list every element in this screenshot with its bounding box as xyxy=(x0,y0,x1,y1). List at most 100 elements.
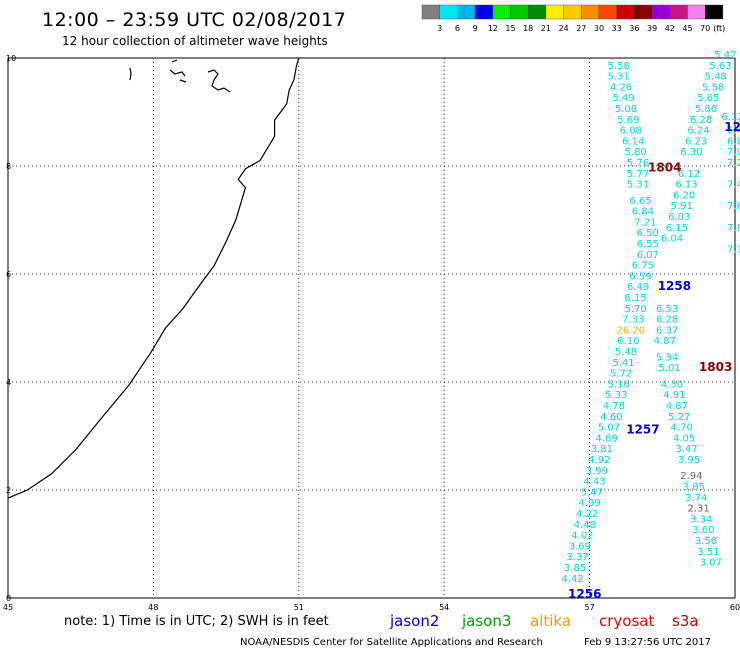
colorbar-tick-label: 42 xyxy=(665,24,675,33)
wave-height-value: 4.87 xyxy=(654,336,676,347)
colorbar-swatch xyxy=(528,4,547,20)
wave-height-value: 7.0 xyxy=(727,147,740,158)
wave-height-value: 3.47 xyxy=(675,444,697,455)
colorbar-tick-label: 3 xyxy=(437,24,442,33)
wave-height-value: 3.95 xyxy=(678,455,700,466)
x-tick-label: 45 xyxy=(3,603,13,612)
colorbar-swatch xyxy=(563,4,582,20)
colorbar-tick-label: 18 xyxy=(523,24,533,33)
wave-height-value: 6.50 xyxy=(637,228,659,239)
legend-satellite-cryosat: cryosat xyxy=(599,612,654,630)
wave-height-value: 5.58 xyxy=(702,82,724,93)
wave-height-value: 3.56 xyxy=(695,536,717,547)
wave-height-value: 2.94 xyxy=(680,471,702,482)
colorbar-tick-label: 24 xyxy=(559,24,569,33)
wave-height-value: 6.20 xyxy=(673,190,695,201)
y-tick-label: 0 xyxy=(6,594,11,603)
colorbar-tick-label: 33 xyxy=(612,24,622,33)
pass-number-label: 12 xyxy=(724,120,740,134)
legend-satellite-s3a: s3a xyxy=(672,612,699,630)
wave-height-value: 6.04 xyxy=(661,234,683,245)
wave-height-value: 6.13 xyxy=(675,180,697,191)
wave-height-value: 5.77 xyxy=(627,169,649,180)
colorbar-swatch xyxy=(598,4,617,20)
legend-satellite-jason3: jason3 xyxy=(461,612,511,630)
wave-height-value: 3.85 xyxy=(683,482,705,493)
wave-height-value: 5.70 xyxy=(625,304,647,315)
wave-height-value: 4.99 xyxy=(578,498,600,509)
pass-number-label: 1258 xyxy=(658,279,691,293)
wave-height-value: 6.28 xyxy=(690,115,712,126)
observation-labels: 5.585.314.265.495.085.696.086.145.805.76… xyxy=(562,50,740,585)
colorbar-swatch xyxy=(457,4,476,20)
y-tick-label: 6 xyxy=(6,270,11,279)
wave-height-value: 5.63 xyxy=(709,61,731,72)
wave-height-value: 4.92 xyxy=(588,455,610,466)
wave-height-value: 6.8 xyxy=(727,136,740,147)
wave-height-value: 5.16 xyxy=(608,379,630,390)
wave-height-value: 3.99 xyxy=(586,466,608,477)
wave-height-value: 7.6 xyxy=(727,201,740,212)
colorbar-swatch xyxy=(545,4,564,20)
wave-height-value: 3.81 xyxy=(591,444,613,455)
colorbar-tick-label: 39 xyxy=(647,24,657,33)
wave-height-value: 5.34 xyxy=(656,352,678,363)
wave-height-value: 4.42 xyxy=(562,574,584,585)
pass-number-label: 1804 xyxy=(648,160,681,174)
wave-height-value: 5.48 xyxy=(704,72,726,83)
wave-height-value: 3.74 xyxy=(685,493,707,504)
x-axis-ticks: 45 48 51 54 57 60 xyxy=(3,603,740,612)
chart-subtitle: 12 hour collection of altimeter wave hei… xyxy=(62,34,328,48)
colorbar-tick-label: 9 xyxy=(473,24,478,33)
wave-height-value: 7.2 xyxy=(727,158,740,169)
pass-number-label: 1257 xyxy=(626,422,659,436)
wave-height-value: 5.42 xyxy=(714,50,736,61)
x-tick-label: 54 xyxy=(439,603,449,612)
wave-height-value: 4.89 xyxy=(595,433,617,444)
wave-height-value: 4.70 xyxy=(671,423,693,434)
legend-note: note: 1) Time is in UTC; 2) SWH is in fe… xyxy=(64,614,329,629)
wave-height-value: 6.15 xyxy=(666,223,688,234)
colorbar-tick-label: 36 xyxy=(629,24,639,33)
wave-height-value: 3.51 xyxy=(697,547,719,558)
colorbar-swatch xyxy=(492,4,511,20)
wave-height-value: 6.10 xyxy=(617,336,639,347)
wave-height-value: 6.30 xyxy=(680,147,702,158)
wave-height-value: 5.91 xyxy=(671,201,693,212)
wave-height-value: 3.69 xyxy=(569,541,591,552)
wave-height-value: 5.76 xyxy=(627,158,649,169)
wave-height-value: 5.01 xyxy=(658,363,680,374)
wave-height-value: 7.33 xyxy=(622,315,644,326)
wave-height-value: 3.60 xyxy=(692,525,714,536)
wave-height-value: 5.31 xyxy=(627,180,649,191)
wave-height-value: 6.12 xyxy=(721,112,740,123)
wave-height-value: 5.65 xyxy=(697,93,719,104)
wave-height-value: 6.28 xyxy=(656,315,678,326)
wave-height-value: 4.22 xyxy=(576,509,598,520)
coastline xyxy=(7,57,300,499)
wave-height-value: 4.60 xyxy=(600,412,622,423)
wave-height-value: 4.02 xyxy=(571,531,593,542)
wave-height-value: 5.47 xyxy=(581,487,603,498)
x-tick-label: 51 xyxy=(294,603,304,612)
wave-height-value: 5.58 xyxy=(608,61,630,72)
plot-area-frame xyxy=(7,57,736,599)
wave-height-value: 5.27 xyxy=(668,412,690,423)
x-tick-label: 60 xyxy=(730,603,740,612)
wave-height-value: 5.08 xyxy=(615,104,637,115)
colorbar-swatch xyxy=(651,4,670,20)
colorbar-tick-label: 15 xyxy=(505,24,515,33)
wave-height-value: 5.49 xyxy=(612,93,634,104)
colorbar-tick-label: 6 xyxy=(455,24,460,33)
wave-height-value: 6.15 xyxy=(625,293,647,304)
wave-height-value: 2.31 xyxy=(688,504,710,515)
colorbar-tick-label: 45 xyxy=(682,24,692,33)
wave-height-value: 3.07 xyxy=(700,558,722,569)
footer-credit: NOAA/NESDIS Center for Satellite Applica… xyxy=(240,637,543,648)
wave-height-value: 4.91 xyxy=(663,390,685,401)
chart-title: 12:00 – 23:59 UTC 02/08/2017 xyxy=(42,9,346,31)
colorbar-tick-label: 70 xyxy=(700,24,710,33)
colorbar-swatch xyxy=(687,4,706,20)
wave-height-value: 4.48 xyxy=(574,520,596,531)
wave-height-value: 5.80 xyxy=(625,147,647,158)
